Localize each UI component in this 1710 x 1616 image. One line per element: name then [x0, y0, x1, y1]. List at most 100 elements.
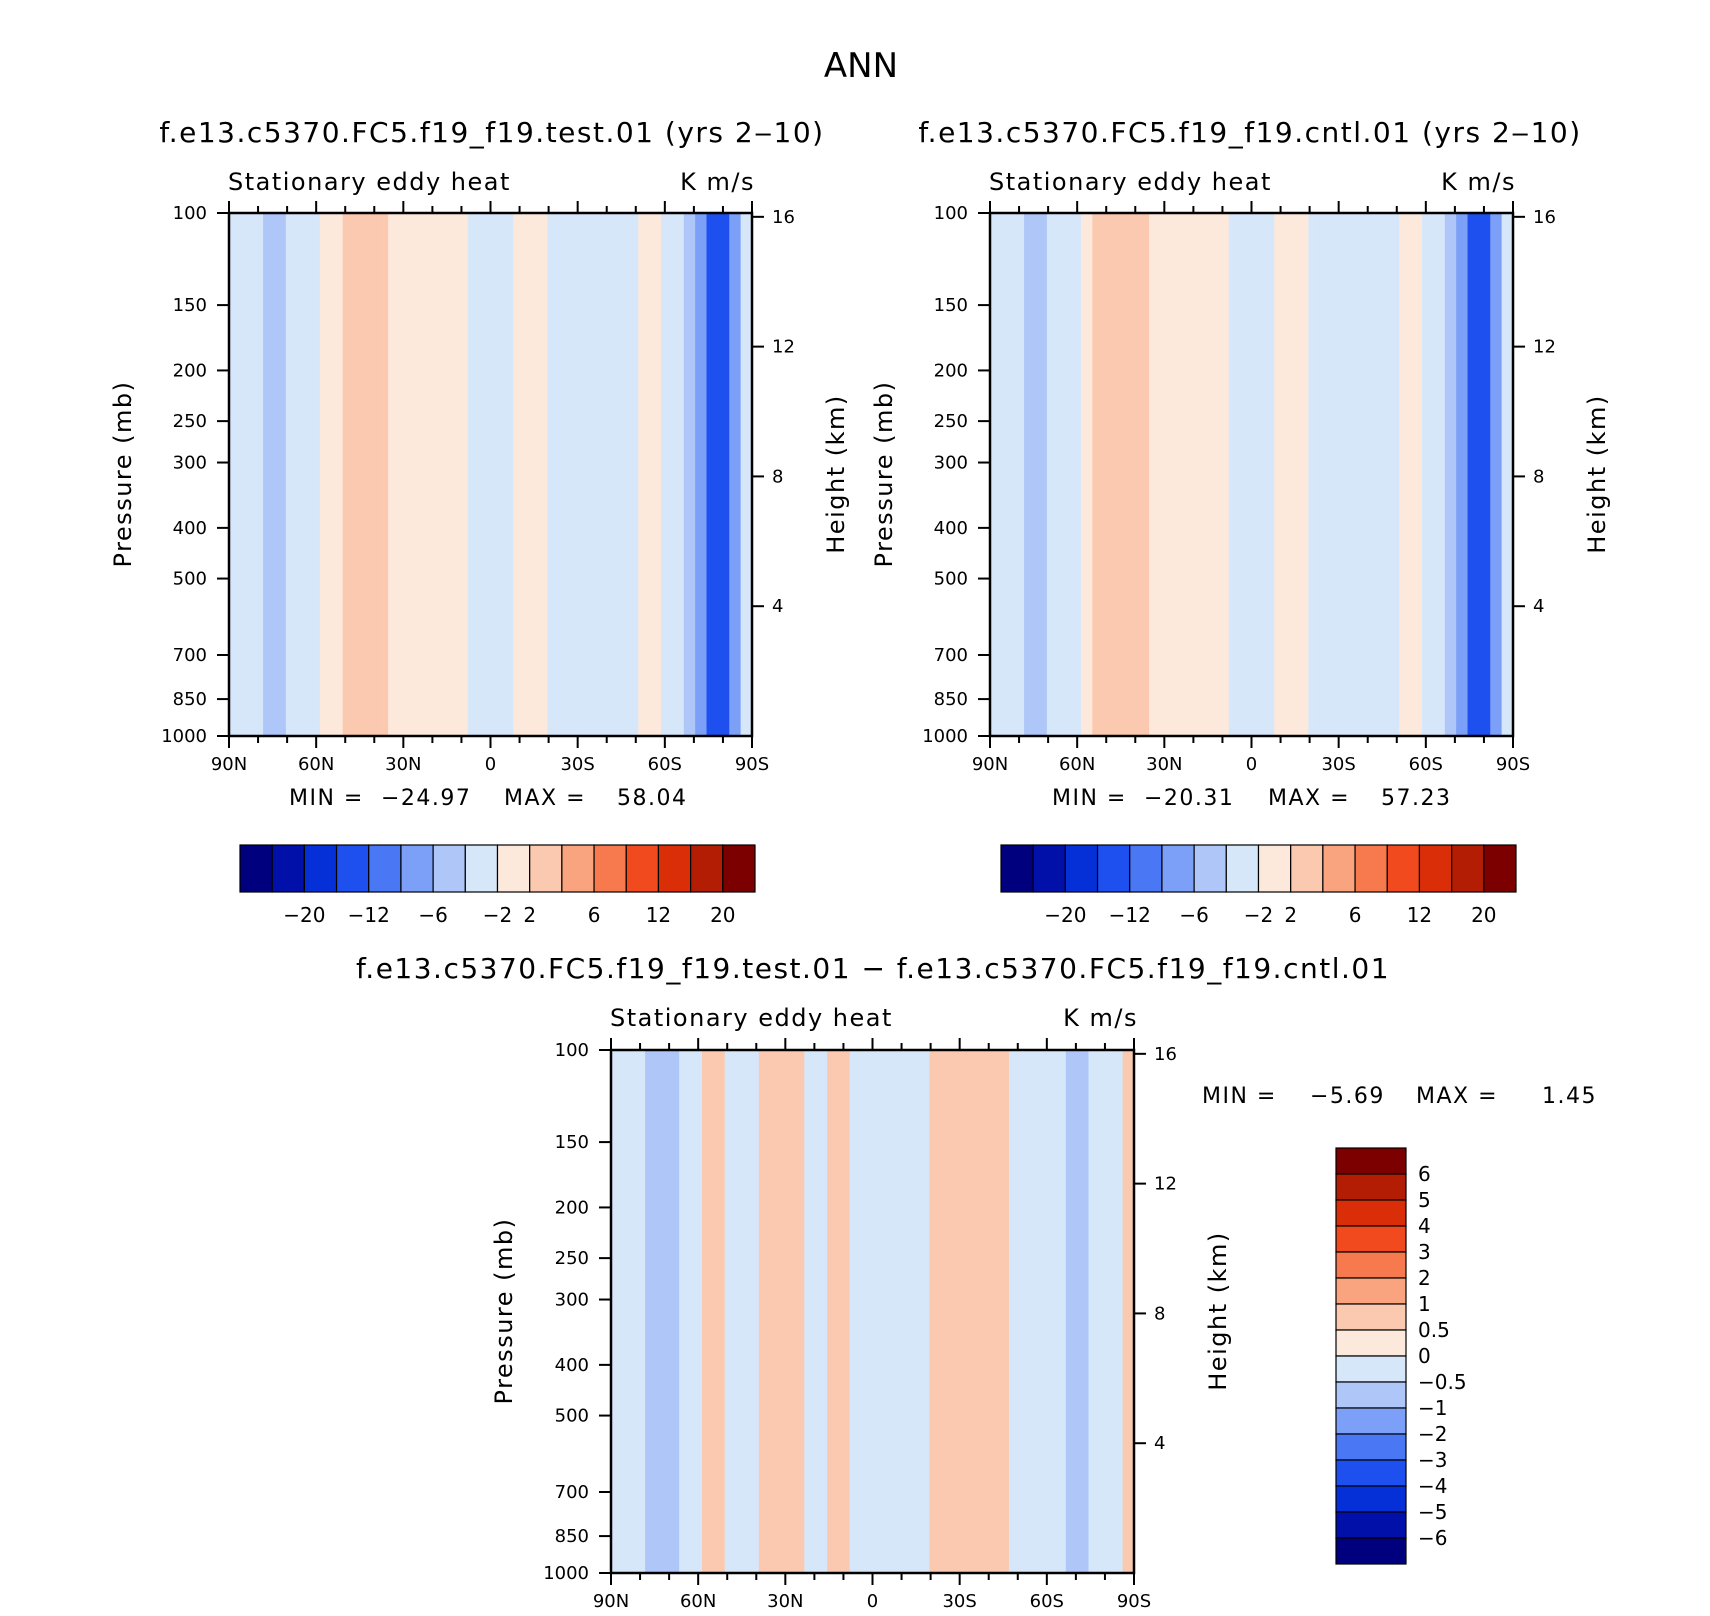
ytick-label: 500 [934, 569, 968, 590]
contour-column [308, 213, 321, 736]
colorbar-label: −2 [1244, 903, 1273, 927]
ytick-label: 1000 [543, 1563, 589, 1584]
panel-cntl-colorbar: −20 −12 −6 −2 2 6 12 20 [1000, 844, 1517, 927]
xtick-label: 60N [680, 1591, 716, 1611]
contour-column [433, 213, 446, 736]
panel-cntl-max-label: MAX = [1268, 786, 1350, 811]
panel-test-contour-field [229, 213, 753, 736]
contour-column [638, 213, 651, 736]
panel-diff-y2label: Height (km) [1204, 1231, 1232, 1390]
panel-test-max-value: 58.04 [617, 786, 687, 811]
contour-column [422, 213, 435, 736]
ytick-label: 1000 [922, 726, 968, 747]
contour-column [690, 1050, 703, 1573]
panel-test-ylabel: Pressure (mb) [109, 381, 137, 568]
ytick-label: 1000 [161, 726, 207, 747]
contour-column [861, 1050, 874, 1573]
panel-cntl-ylabel: Pressure (mb) [870, 381, 898, 568]
colorbar-box [1290, 844, 1324, 893]
ytick-label: 100 [934, 203, 968, 224]
colorbar-box [464, 844, 499, 893]
colorbar-box [1129, 844, 1163, 893]
contour-column [467, 213, 480, 736]
colorbar-box [593, 844, 627, 893]
colorbar-label: 2 [1284, 903, 1297, 927]
colorbar-box [432, 844, 466, 893]
contour-column [1126, 213, 1139, 736]
contour-column [1285, 213, 1298, 736]
panel-diff-contour-field [611, 1050, 1135, 1573]
panel-test-unit-label: K m/s [680, 168, 755, 196]
colorbar-box [368, 844, 402, 893]
ytick-label: 200 [173, 360, 207, 381]
y2tick-label: 12 [1533, 337, 1556, 358]
ytick-label: 850 [934, 689, 968, 710]
contour-column [376, 213, 389, 736]
panel-cntl-unit-label: K m/s [1441, 168, 1516, 196]
contour-column [1043, 1050, 1056, 1573]
ytick-label: 300 [555, 1290, 589, 1311]
contour-column [1020, 1050, 1033, 1573]
contour-column [997, 1050, 1010, 1573]
contour-column [815, 1050, 828, 1573]
contour-column [626, 213, 639, 736]
panel-diff-max-label: MAX = [1416, 1084, 1498, 1109]
colorbar-box [1335, 1225, 1407, 1253]
contour-column [1171, 213, 1184, 736]
contour-column [649, 213, 662, 736]
xtick-label: 60S [1030, 1591, 1064, 1611]
contour-column [1206, 213, 1218, 736]
y2tick-label: 12 [772, 337, 795, 358]
contour-column [456, 213, 469, 736]
contour-column [297, 213, 310, 736]
contour-column [285, 213, 298, 736]
colorbar-box [529, 844, 563, 893]
colorbar-box [1335, 1277, 1407, 1305]
colorbar-box [271, 844, 305, 893]
contour-column [1296, 213, 1309, 736]
xtick-label: 90N [972, 754, 1008, 775]
panel-cntl-variable-label: Stationary eddy heat [989, 168, 1272, 196]
panel-test-title: f.e13.c5370.FC5.f19_f19.test.01 (yrs 2‒1… [159, 116, 824, 149]
contour-column [1342, 213, 1355, 736]
contour-column [758, 1050, 771, 1573]
colorbar-label: 0.5 [1418, 1318, 1450, 1342]
colorbar-label: 6 [1418, 1162, 1431, 1186]
panel-diff-min-value: −5.69 [1310, 1084, 1385, 1109]
contour-column [399, 213, 412, 736]
colorbar-box [1161, 844, 1195, 893]
contour-column [611, 1050, 623, 1573]
y2tick-label: 16 [1154, 1044, 1177, 1065]
contour-column [1035, 213, 1048, 736]
contour-column [1240, 213, 1253, 736]
contour-column [1001, 213, 1014, 736]
ytick-label: 250 [934, 411, 968, 432]
colorbar-label: −12 [348, 903, 390, 927]
contour-column [513, 213, 526, 736]
contour-column [952, 1050, 965, 1573]
contour-column [1054, 1050, 1067, 1573]
contour-column [558, 213, 571, 736]
colorbar-label: 20 [1471, 903, 1496, 927]
contour-column [667, 1050, 680, 1573]
contour-column [1456, 213, 1469, 736]
contour-column [1274, 213, 1287, 736]
contour-column [729, 213, 742, 736]
contour-column [1080, 213, 1093, 736]
colorbar-box [722, 844, 756, 893]
contour-column [1478, 213, 1491, 736]
contour-column [1012, 213, 1025, 736]
ytick-label: 700 [173, 645, 207, 666]
contour-column [872, 1050, 885, 1573]
colorbar-label: 4 [1418, 1214, 1431, 1238]
contour-column [838, 1050, 851, 1573]
panel-cntl-max-value: 57.23 [1381, 786, 1451, 811]
panel-cntl-title: f.e13.c5370.FC5.f19_f19.cntl.01 (yrs 2‒1… [918, 116, 1581, 149]
contour-column [1115, 213, 1128, 736]
contour-column [747, 1050, 760, 1573]
colorbar-label: 6 [1349, 903, 1362, 927]
colorbar-box [303, 844, 338, 893]
contour-column [740, 213, 753, 736]
contour-column [263, 213, 276, 736]
